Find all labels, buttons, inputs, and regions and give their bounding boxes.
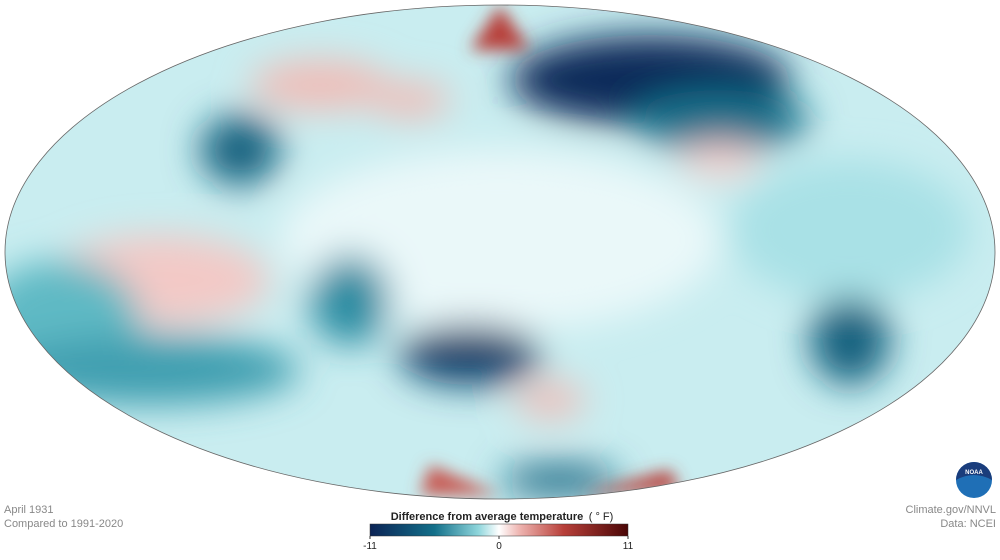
colorbar: [369, 523, 629, 537]
source: Climate.gov/NNVL: [906, 504, 996, 516]
data-credit: Data: NCEI: [940, 518, 996, 530]
date: April 1931: [4, 504, 54, 516]
colorbar-tick-label: -11: [363, 541, 377, 552]
anomaly-map: [5, 5, 995, 499]
logo-text: NOAA: [965, 470, 983, 476]
baseline: Compared to 1991-2020: [4, 518, 123, 530]
colorbar-tick-label: 11: [623, 541, 634, 552]
legend-title: Difference from average temperature: [391, 511, 584, 523]
colorbar-tick-label: 0: [496, 541, 502, 552]
noaa-logo: NOAA: [956, 462, 992, 498]
legend-unit: ( ° F): [589, 511, 614, 523]
globe-outline: [4, 4, 996, 500]
